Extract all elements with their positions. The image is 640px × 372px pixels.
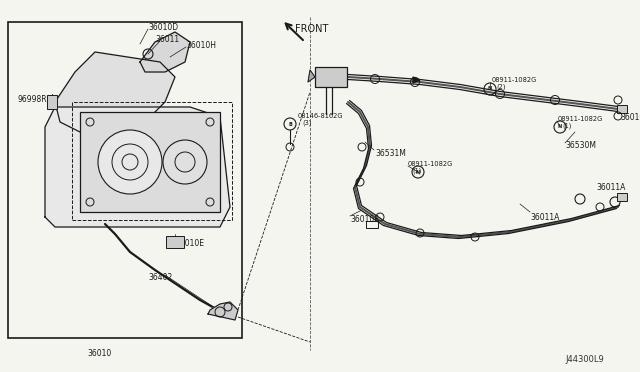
Text: 36402: 36402: [148, 273, 172, 282]
Text: 36531M: 36531M: [375, 150, 406, 158]
Bar: [166, 236, 184, 248]
Bar: [315, 67, 347, 87]
Text: 36011: 36011: [155, 35, 179, 44]
Text: 36010: 36010: [88, 350, 112, 359]
Text: FRONT: FRONT: [295, 24, 328, 34]
Circle shape: [98, 130, 162, 194]
Text: N: N: [558, 125, 562, 129]
Bar: [8, 22, 242, 338]
Bar: [617, 193, 627, 201]
Bar: [47, 95, 57, 109]
Text: 36011A: 36011A: [596, 183, 625, 192]
Polygon shape: [308, 70, 315, 82]
Text: N: N: [416, 170, 420, 174]
Text: N: N: [488, 87, 492, 92]
Text: (1): (1): [412, 168, 421, 174]
Text: 36011A: 36011A: [530, 212, 559, 221]
Bar: [80, 112, 220, 212]
Text: (2): (2): [496, 84, 506, 90]
Text: 36010D: 36010D: [148, 22, 178, 32]
Text: 36010E: 36010E: [175, 240, 204, 248]
Text: 08146-8162G: 08146-8162G: [298, 113, 344, 119]
Text: J44300L9: J44300L9: [565, 356, 604, 365]
Text: 08911-1082G: 08911-1082G: [408, 161, 453, 167]
Bar: [366, 221, 378, 228]
Text: 08911-1082G: 08911-1082G: [558, 116, 604, 122]
Text: 36010F: 36010F: [350, 215, 379, 224]
Text: B: B: [288, 122, 292, 126]
Text: 36010H: 36010H: [186, 41, 216, 49]
Polygon shape: [140, 32, 190, 72]
Circle shape: [163, 140, 207, 184]
Text: (1): (1): [562, 123, 572, 129]
Polygon shape: [413, 77, 420, 83]
Polygon shape: [208, 302, 238, 320]
Text: 08911-1082G: 08911-1082G: [492, 77, 537, 83]
Bar: [72, 102, 232, 220]
Text: 96998R: 96998R: [18, 96, 47, 105]
Text: (3): (3): [302, 120, 312, 126]
Polygon shape: [55, 52, 175, 132]
Text: 36530M: 36530M: [565, 141, 596, 151]
Bar: [617, 105, 627, 113]
Text: 36010F: 36010F: [620, 112, 640, 122]
Polygon shape: [45, 107, 230, 227]
